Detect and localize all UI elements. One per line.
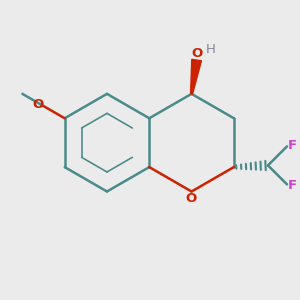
Text: O: O (32, 98, 43, 111)
Text: F: F (287, 179, 296, 192)
Text: O: O (191, 47, 203, 60)
Text: F: F (287, 139, 296, 152)
Text: H: H (206, 43, 215, 56)
Text: O: O (185, 192, 196, 205)
Polygon shape (190, 59, 202, 94)
